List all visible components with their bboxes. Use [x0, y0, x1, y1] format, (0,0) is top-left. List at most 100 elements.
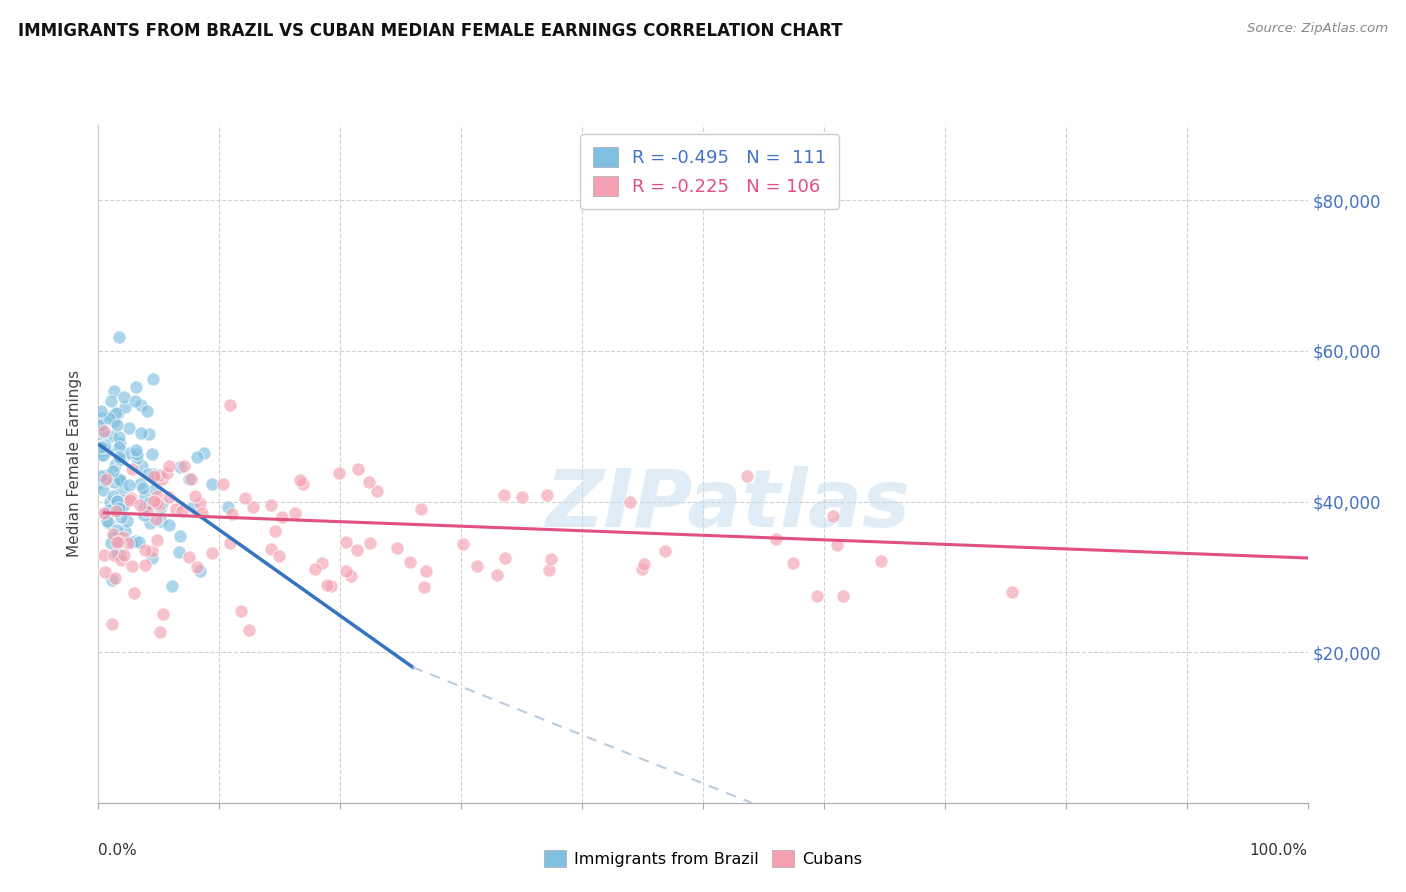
Point	[242, 500, 264, 514]
Point	[100, 409, 122, 423]
Point	[90, 417, 112, 432]
Point	[124, 394, 146, 409]
Point	[149, 514, 172, 528]
Point	[188, 564, 211, 578]
Point	[122, 586, 145, 600]
Point	[494, 551, 516, 566]
Point	[149, 468, 172, 483]
Point	[105, 406, 128, 420]
Point	[485, 567, 508, 582]
Point	[162, 579, 184, 593]
Point	[96, 472, 118, 486]
Point	[98, 516, 121, 530]
Point	[229, 604, 252, 618]
Point	[94, 565, 117, 579]
Point	[138, 426, 160, 441]
Point	[129, 476, 152, 491]
Point	[112, 497, 135, 511]
Point	[821, 509, 844, 524]
Point	[735, 468, 758, 483]
Point	[181, 500, 204, 514]
Point	[108, 430, 131, 444]
Point	[138, 516, 160, 530]
Point	[104, 458, 127, 472]
Point	[143, 494, 166, 508]
Point	[93, 425, 115, 440]
Point	[267, 549, 290, 564]
Point	[540, 551, 562, 566]
Point	[107, 440, 129, 454]
Point	[114, 401, 136, 415]
Point	[138, 496, 160, 510]
Point	[100, 617, 122, 632]
Point	[112, 390, 135, 404]
Point	[142, 469, 165, 483]
Point	[111, 451, 134, 466]
Point	[128, 535, 150, 549]
Point	[93, 506, 115, 520]
Point	[120, 493, 142, 508]
Y-axis label: Median Female Earnings: Median Female Earnings	[67, 370, 83, 558]
Point	[141, 543, 163, 558]
Point	[90, 427, 112, 442]
Point	[142, 372, 165, 386]
Point	[90, 448, 112, 462]
Point	[96, 444, 118, 458]
Point	[145, 468, 167, 483]
Point	[104, 571, 127, 585]
Point	[238, 624, 260, 638]
Point	[219, 535, 242, 549]
Point	[112, 548, 135, 562]
Point	[108, 451, 131, 466]
Point	[108, 450, 131, 465]
Point	[129, 425, 152, 440]
Point	[177, 471, 200, 485]
Point	[186, 559, 208, 574]
Point	[217, 500, 239, 514]
Point	[115, 514, 138, 528]
Point	[335, 535, 357, 549]
Point	[177, 550, 200, 565]
Point	[148, 498, 170, 512]
Point	[103, 475, 125, 490]
Point	[105, 524, 128, 538]
Point	[105, 534, 128, 549]
Point	[149, 625, 172, 640]
Point	[870, 554, 893, 568]
Point	[134, 489, 156, 503]
Point	[112, 493, 135, 508]
Point	[173, 459, 195, 474]
Point	[101, 527, 124, 541]
Point	[121, 462, 143, 476]
Point	[150, 472, 173, 486]
Point	[654, 543, 676, 558]
Point	[1000, 585, 1022, 599]
Point	[107, 530, 129, 544]
Legend: Immigrants from Brazil, Cubans: Immigrants from Brazil, Cubans	[537, 844, 869, 873]
Point	[335, 565, 357, 579]
Point	[136, 467, 159, 482]
Point	[260, 541, 283, 556]
Text: 0.0%: 0.0%	[98, 843, 138, 858]
Point	[101, 530, 124, 544]
Point	[98, 503, 121, 517]
Point	[146, 489, 169, 503]
Point	[101, 489, 124, 503]
Point	[90, 411, 112, 425]
Text: ZIPatlas: ZIPatlas	[544, 466, 910, 543]
Point	[291, 477, 314, 491]
Point	[125, 450, 148, 465]
Point	[136, 504, 159, 518]
Point	[100, 429, 122, 443]
Point	[105, 494, 128, 508]
Point	[150, 495, 173, 509]
Point	[347, 461, 370, 475]
Point	[121, 558, 143, 573]
Point	[631, 562, 654, 576]
Point	[107, 406, 129, 420]
Point	[120, 491, 142, 505]
Point	[536, 488, 558, 502]
Point	[108, 472, 131, 486]
Point	[110, 510, 132, 524]
Point	[90, 444, 112, 458]
